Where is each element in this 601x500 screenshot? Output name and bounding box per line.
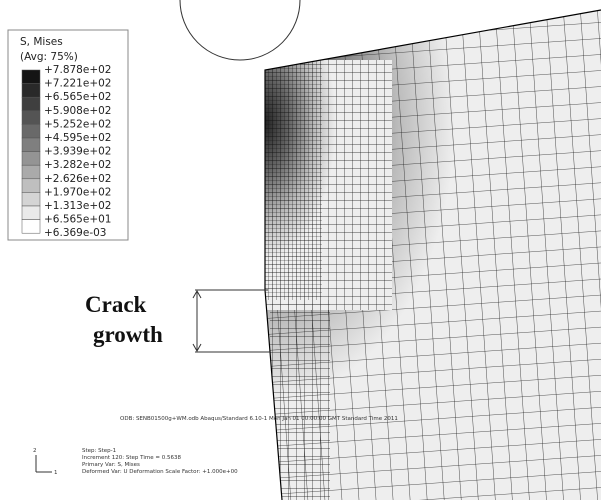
legend-swatch [21,124,41,139]
info-line: Primary Var: S, Mises [82,462,140,468]
info-line: Deformed Var: U Deformation Scale Factor… [82,469,238,475]
legend-label: +6.565e+01 [44,214,111,226]
legend-label: +3.282e+02 [44,159,111,171]
info-line: Increment 120: Step Time = 0.5638 [82,455,181,461]
legend-swatch [21,110,41,125]
legend-swatch [21,83,41,98]
legend-label: +7.221e+02 [44,78,111,90]
legend-label: +2.626e+02 [44,173,111,185]
mesh [265,10,601,500]
legend-swatch [21,192,41,207]
roller [179,0,301,61]
annotation: Crack [85,292,147,317]
annotation: growth [93,322,163,347]
legend-swatch [21,205,41,220]
legend-label: +1.970e+02 [44,186,111,198]
legend-label: +7.878e+02 [44,64,111,76]
legend-label: +4.595e+02 [44,132,111,144]
legend-swatch [21,96,41,112]
triad: 2 1 [33,448,58,476]
legend-subtitle: (Avg: 75%) [20,51,78,63]
legend-title: S, Mises [20,36,63,48]
legend-swatch [21,69,41,84]
info-line: Step: Step-1 [82,448,116,454]
legend-label: +3.939e+02 [44,146,111,158]
legend-label: +5.908e+02 [44,105,111,117]
crack-arrowheads [192,289,202,353]
legend-label: +6.565e+02 [44,91,111,103]
legend-swatch [21,219,41,234]
triad-label: 1 [54,470,58,476]
legend-scale: +7.878e+02 +7.221e+02+6.565e+02 +5.908e+02… [21,64,111,239]
legend-label: +5.252e+02 [44,118,111,130]
legend-swatch [21,137,41,152]
legend-label: +6.369e-03 [44,227,106,239]
triad-label: 2 [33,448,37,454]
legend-swatch [21,164,41,180]
info-odb: ODB: SENB01500g+WM.odb Abaqus/Standard 6… [120,416,398,422]
legend-label: +1.313e+02 [44,200,111,212]
legend-swatch [21,151,41,166]
legend-swatch [21,178,41,193]
